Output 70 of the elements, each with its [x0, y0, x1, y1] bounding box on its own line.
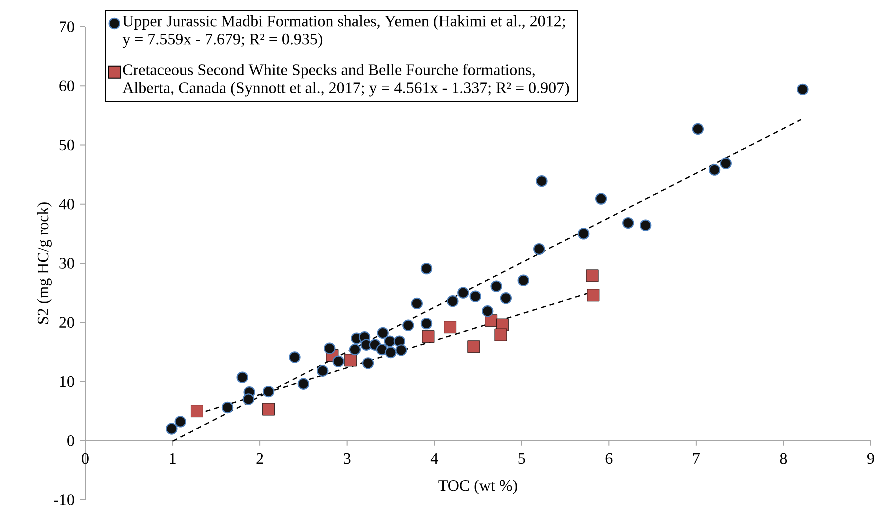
- point: [166, 423, 178, 435]
- point: [470, 290, 482, 302]
- point: [587, 289, 600, 302]
- point: [242, 394, 255, 406]
- point: [797, 84, 809, 96]
- point: [422, 330, 435, 344]
- point: [262, 386, 275, 398]
- point: [708, 164, 721, 176]
- x-tick-label: 5: [518, 453, 526, 464]
- x-axis-title: TOC (wt %): [438, 480, 518, 494]
- point: [411, 298, 424, 310]
- x-tick-label: 3: [344, 453, 351, 464]
- x-tick-label: 4: [430, 453, 438, 464]
- point: [402, 320, 414, 332]
- point: [420, 262, 433, 275]
- y-tick-label: -10: [54, 494, 74, 506]
- point: [536, 175, 548, 188]
- point: [468, 340, 480, 354]
- y-tick-label: 70: [60, 22, 74, 32]
- point: [420, 318, 433, 330]
- point: [720, 158, 732, 170]
- point: [482, 306, 494, 318]
- point: [298, 378, 310, 390]
- point: [222, 402, 234, 414]
- point: [332, 356, 344, 368]
- point: [622, 217, 634, 230]
- point: [377, 327, 389, 340]
- x-tick-label: 8: [780, 453, 788, 464]
- point: [578, 228, 590, 240]
- point: [490, 280, 502, 292]
- point: [362, 358, 374, 370]
- legend-label: Cretaceous Second White Specks and Belle Fourche formations, Alberta, Canada (Synnott et al., 2017; y = 4.561x - 1.337; R² = 0.907): [122, 64, 570, 97]
- point: [444, 321, 457, 334]
- point: [458, 287, 470, 299]
- point: [324, 342, 336, 354]
- x-tick-label: 2: [256, 453, 264, 464]
- point: [640, 220, 652, 232]
- x-tick-label: 7: [694, 453, 700, 464]
- y-tick-label: 20: [60, 317, 74, 328]
- x-tick-label: 6: [606, 453, 613, 464]
- x-tick-label: 0: [82, 453, 89, 464]
- point: [692, 123, 704, 136]
- point: [349, 344, 362, 356]
- point: [595, 193, 608, 205]
- x-tick-label: 9: [868, 453, 874, 464]
- y-tick-label: 40: [59, 198, 74, 210]
- point: [236, 372, 248, 384]
- point: [586, 270, 599, 282]
- point: [494, 328, 508, 342]
- point: [447, 295, 459, 308]
- point: [396, 344, 408, 356]
- point: [518, 274, 530, 286]
- y-tick-label: 50: [60, 140, 74, 151]
- point: [385, 346, 397, 359]
- y-tick-label: 30: [60, 258, 74, 269]
- point: [344, 354, 358, 367]
- y-tick-label: 10: [60, 376, 74, 388]
- point: [384, 336, 396, 348]
- point: [533, 243, 546, 256]
- point: [500, 292, 512, 304]
- y-tick-label: 60: [60, 80, 74, 92]
- point: [174, 416, 186, 428]
- y-axis-title: S2 (mg HC/g rock): [37, 202, 52, 324]
- point: [289, 352, 301, 364]
- y-tick-label: 0: [68, 435, 74, 446]
- point: [262, 403, 275, 416]
- legend-label: Upper Jurassic Madbi Formation shales, Yemen (Hakimi et al., 2012; y = 7.559x - 7.679; R² = 0.935): [122, 15, 566, 48]
- point: [317, 365, 329, 377]
- x-tick-label: 1: [170, 453, 176, 464]
- point: [191, 405, 204, 418]
